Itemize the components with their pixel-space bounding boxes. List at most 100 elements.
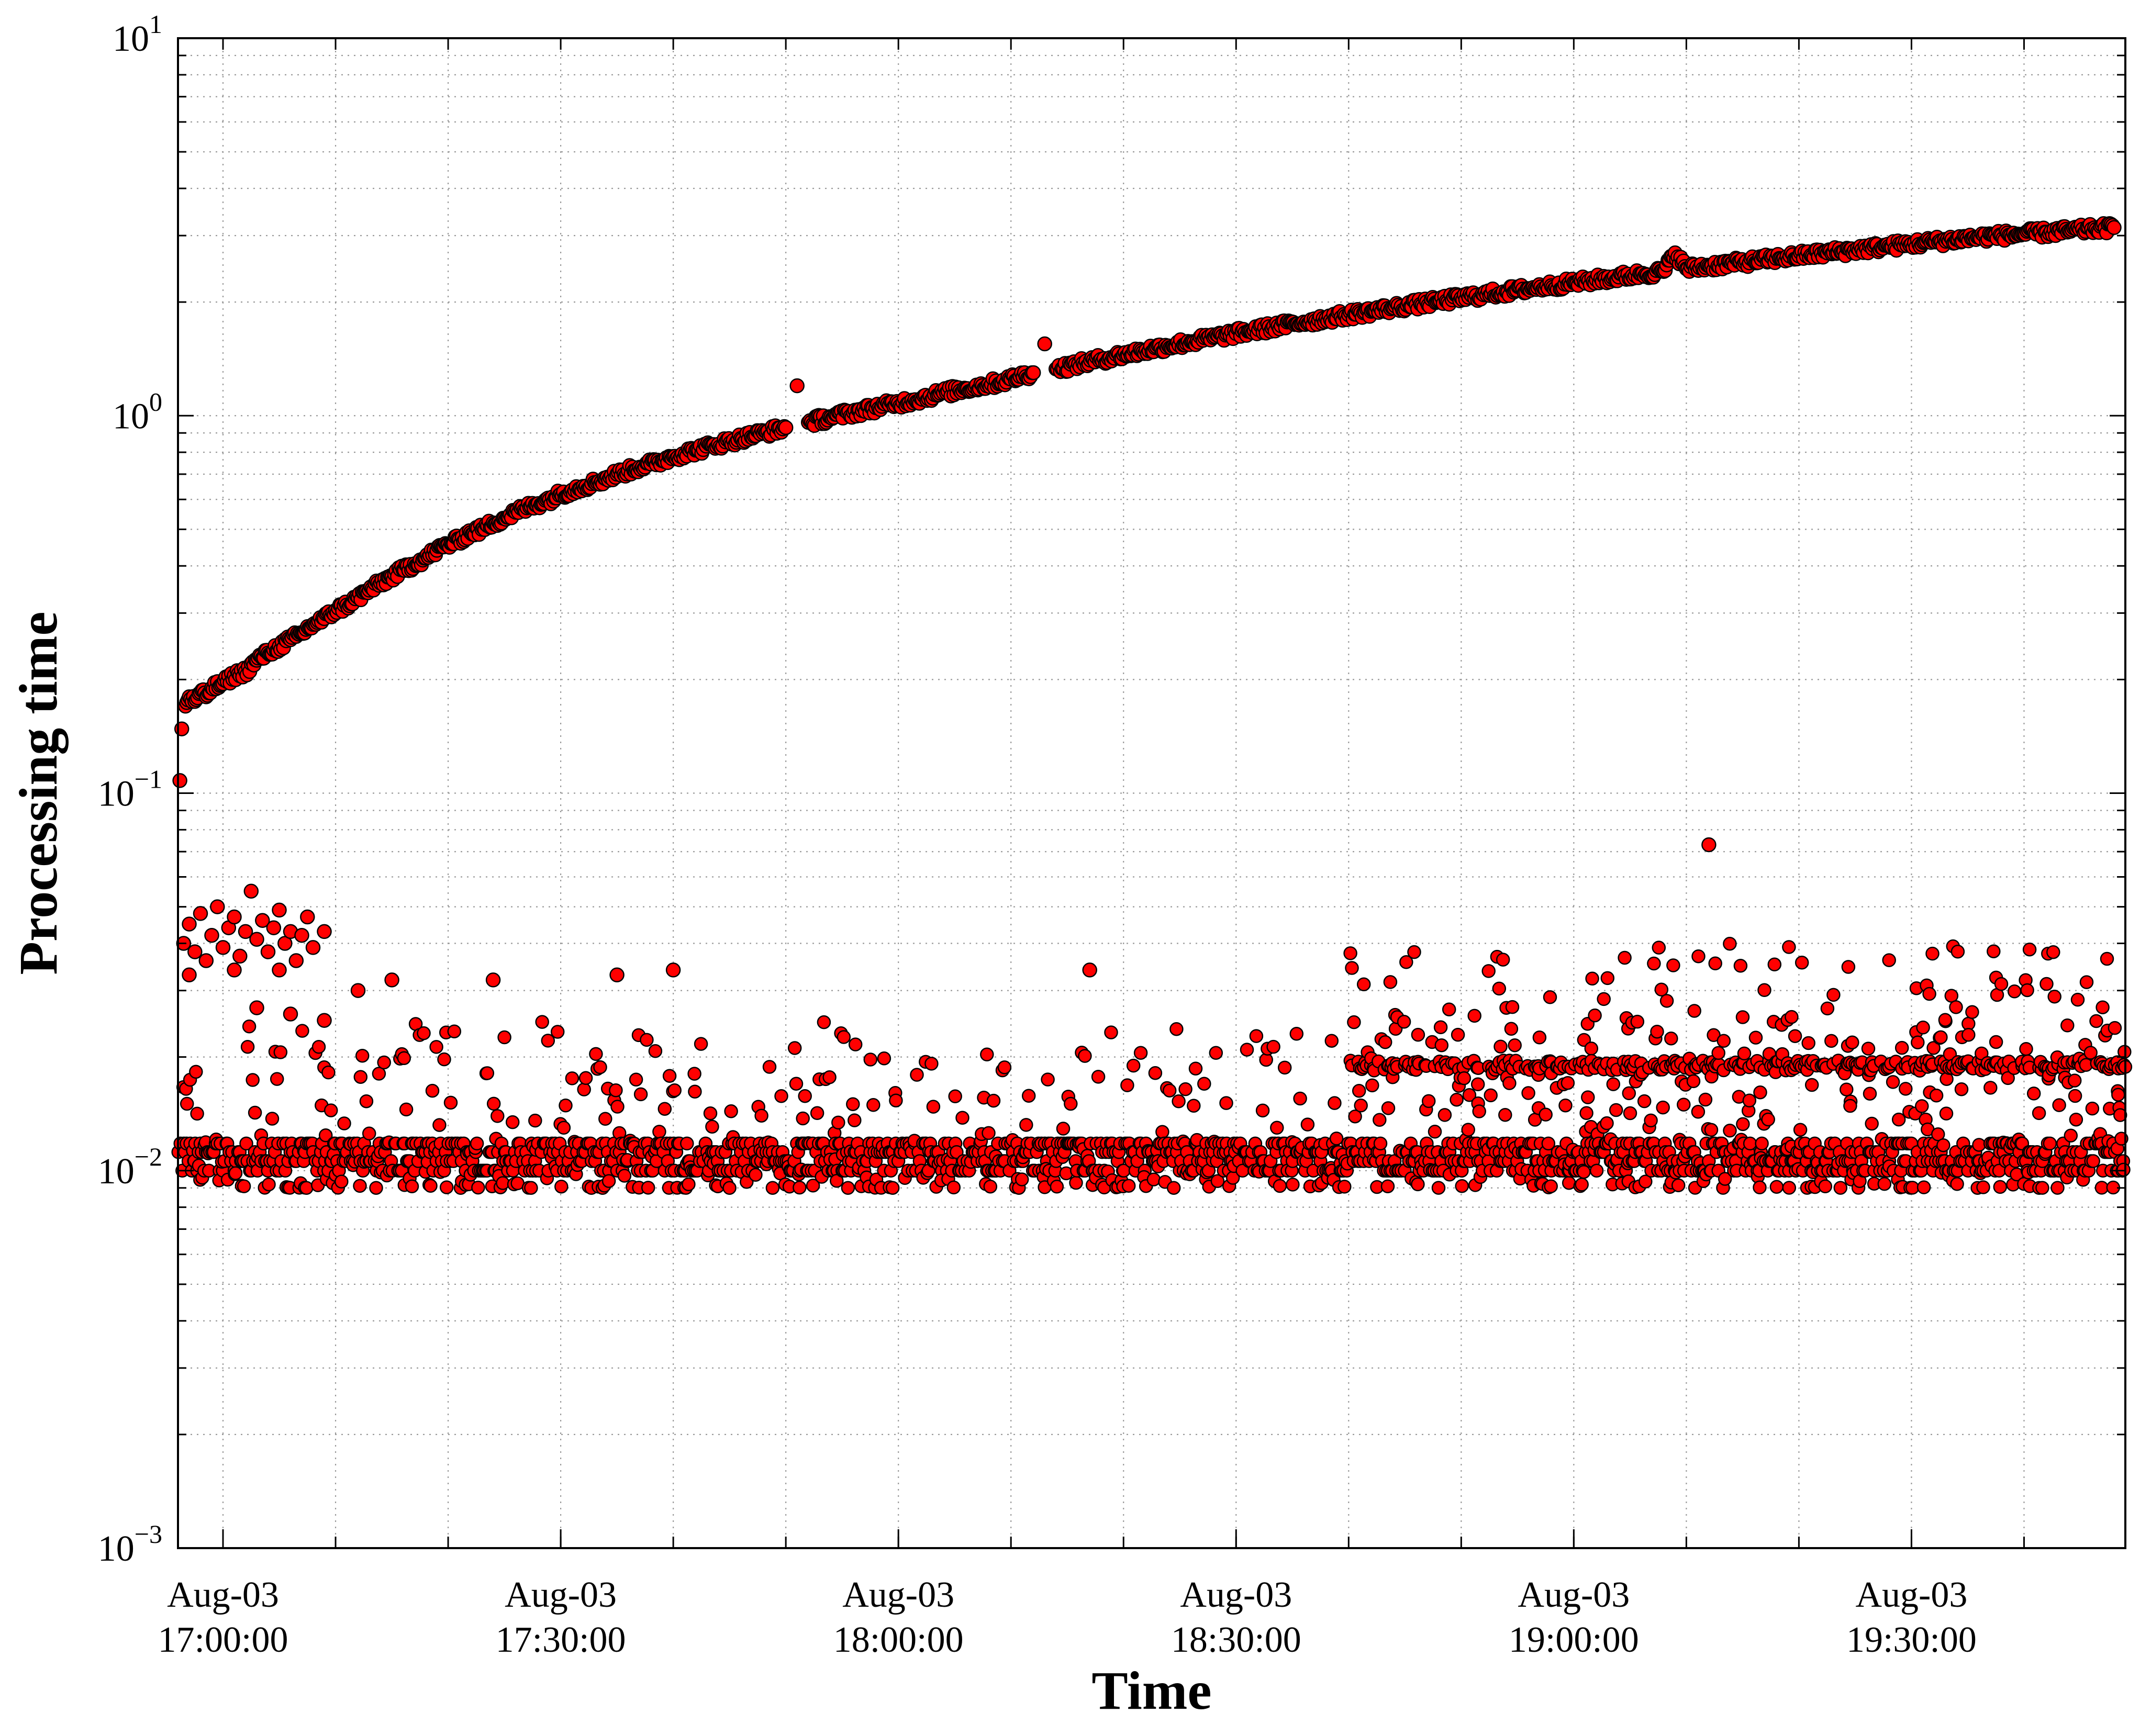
band-point [1949, 1000, 1963, 1014]
band-point [417, 1026, 431, 1040]
band-point [1639, 1174, 1653, 1189]
band-point [629, 1072, 643, 1087]
band-point [2067, 1073, 2082, 1088]
band-point [946, 1180, 961, 1195]
series-1-point [1026, 365, 1041, 380]
band-point [1434, 1038, 1449, 1052]
band-point [1623, 1106, 1637, 1121]
band-point [1451, 1027, 1465, 1042]
band-point [1178, 1082, 1192, 1096]
band-point [1148, 1066, 1163, 1080]
band-point [1373, 1136, 1388, 1151]
band-point [1622, 1086, 1636, 1101]
band-point [1911, 1035, 1925, 1049]
band-point [2113, 1108, 2127, 1122]
band-point [337, 1116, 351, 1130]
series-2-point [485, 972, 501, 988]
band-point [1050, 1180, 1064, 1194]
band-point [1618, 950, 1632, 965]
band-point [1442, 1002, 1456, 1016]
band-point [505, 1115, 520, 1129]
band-point [1753, 1180, 1767, 1195]
band-point [1965, 1005, 1979, 1020]
band-point [528, 1113, 542, 1128]
band-point [950, 1145, 964, 1159]
band-point [680, 1136, 694, 1151]
band-point [1421, 1094, 1436, 1108]
band-point [1664, 1031, 1678, 1046]
band-point [1381, 1101, 1396, 1115]
band-point [554, 1179, 569, 1194]
series-2-point [249, 1000, 264, 1015]
band-point [1539, 1107, 1553, 1122]
band-point [863, 1052, 878, 1067]
band-point [1894, 1040, 1909, 1055]
band-point [423, 1179, 438, 1193]
band-point [1078, 1049, 1092, 1063]
band-point [353, 1179, 367, 1193]
band-point [1508, 1038, 1522, 1052]
band-point [1954, 1082, 1969, 1096]
band-point [889, 1093, 903, 1107]
band-point [1041, 1072, 1055, 1087]
band-point [1255, 1103, 1270, 1118]
band-point [335, 1174, 349, 1189]
band-point [565, 1071, 579, 1085]
band-point [1677, 1097, 1691, 1112]
band-point [1753, 1085, 1767, 1100]
x-tick-label-date: Aug-03 [505, 1575, 617, 1615]
band-point [2007, 984, 2022, 999]
series-2-point [210, 899, 225, 914]
band-point [774, 1089, 788, 1103]
band-point [831, 1115, 845, 1130]
series-2-point [215, 940, 231, 955]
band-point [1467, 1009, 1481, 1023]
band-point [1521, 1086, 1535, 1100]
series-2-point [193, 906, 208, 921]
series-2-point [198, 953, 214, 968]
band-point [2060, 1018, 2075, 1033]
band-point [1939, 1106, 1954, 1121]
band-point [1600, 971, 1615, 985]
band-point [810, 1106, 824, 1121]
band-point [321, 1065, 336, 1080]
band-point [369, 1181, 383, 1195]
band-point [2079, 975, 2094, 989]
band-point [641, 1181, 655, 1195]
band-point [1188, 1061, 1203, 1076]
band-point [1172, 1094, 1186, 1108]
band-point [239, 1136, 253, 1151]
series-2-point [272, 902, 287, 918]
band-point [1597, 992, 1611, 1006]
series-2-point [232, 948, 248, 964]
band-point [1843, 1099, 1857, 1113]
y-tick-label: 100 [113, 387, 162, 436]
band-point [1916, 1021, 1930, 1035]
band-point [1833, 1181, 1848, 1195]
band-point [2043, 1136, 2057, 1151]
band-point [1169, 1022, 1184, 1036]
band-point [1899, 1082, 1913, 1096]
x-tick-label-date: Aug-03 [1518, 1575, 1630, 1615]
band-point [1671, 1178, 1686, 1192]
band-point [1950, 1177, 1964, 1191]
band-point [1882, 953, 1896, 967]
band-point [749, 1168, 763, 1182]
band-point [1961, 1027, 1976, 1042]
band-point [2086, 1154, 2100, 1168]
band-point [2100, 951, 2114, 966]
band-point [1723, 1124, 1737, 1138]
band-point [437, 1052, 451, 1067]
band-point [1989, 1035, 2003, 1049]
band-point [1698, 1092, 1713, 1107]
band-point [793, 1180, 807, 1195]
band-point [2064, 1128, 2078, 1143]
band-point [1936, 1138, 1950, 1152]
band-point [246, 1073, 260, 1087]
series-1-point [2106, 220, 2122, 236]
band-point [640, 1033, 654, 1047]
band-point [1338, 1180, 1352, 1194]
band-point [1704, 1123, 1719, 1137]
band-point [1691, 1105, 1706, 1119]
band-point [189, 1065, 203, 1079]
